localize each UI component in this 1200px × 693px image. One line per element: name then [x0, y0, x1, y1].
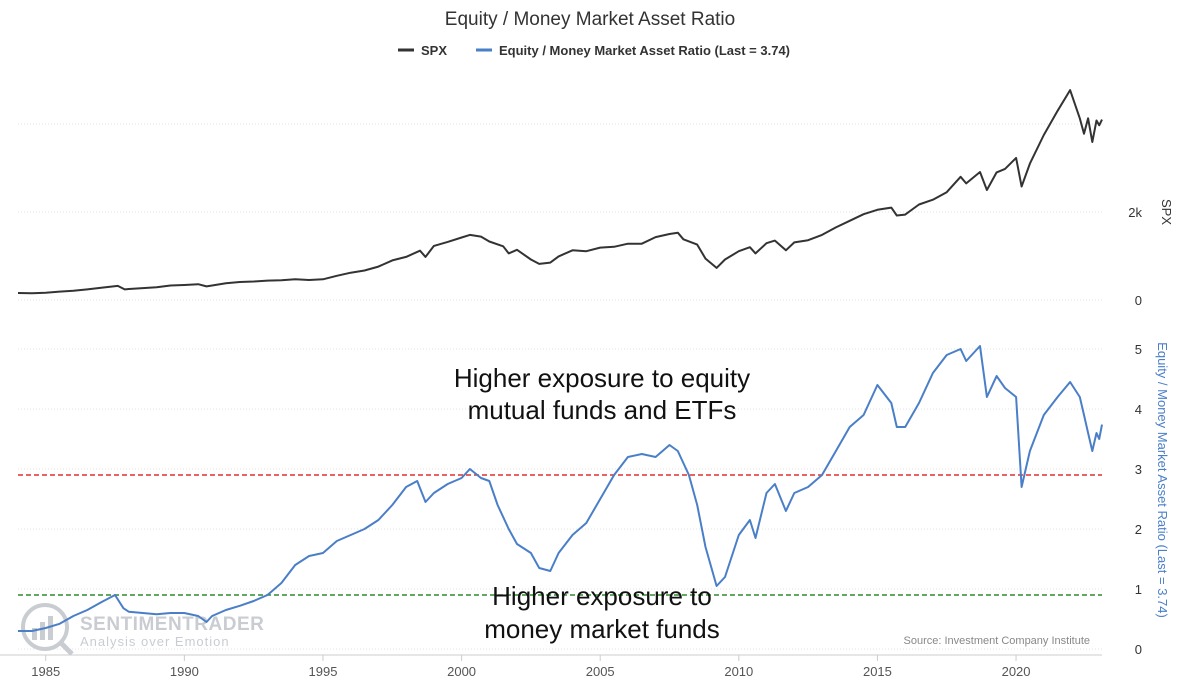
x-axis: 1985 1990 1995 2000 2005 2010 2015 2020 [0, 654, 1102, 679]
ratio-tick-label: 1 [1135, 582, 1142, 597]
spx-axis: 0 2k SPX [1128, 199, 1174, 308]
reference-lines [18, 474, 1102, 596]
source-note: Source: Investment Company Institute [904, 635, 1090, 647]
watermark-sub: Analysis over Emotion [80, 634, 230, 649]
chart-title: Equity / Money Market Asset Ratio [445, 9, 735, 30]
ratio-tick-label: 4 [1135, 402, 1142, 417]
x-tick-label: 2020 [1002, 664, 1031, 679]
ratio-tick-label: 0 [1135, 642, 1142, 657]
watermark-logo: SENTIMENTRADER Analysis over Emotion [21, 603, 264, 656]
series-line-spx [17, 89, 1103, 295]
legend-item-ratio[interactable]: Equity / Money Market Asset Ratio (Last … [476, 43, 790, 58]
annotation-equity-line2: mutual funds and ETFs [468, 395, 737, 425]
series-lines [17, 89, 1103, 632]
legend-label-spx: SPX [421, 43, 447, 58]
annotation-money-market: Higher exposure to money market funds [484, 581, 720, 644]
x-tick-label: 2015 [863, 664, 892, 679]
x-tick-label: 1985 [31, 664, 60, 679]
annotation-equity-line1: Higher exposure to equity [454, 363, 750, 393]
annotation-equity: Higher exposure to equity mutual funds a… [454, 363, 750, 425]
watermark-main: SENTIMENTRADER [80, 614, 264, 635]
x-tick-label: 2010 [724, 664, 753, 679]
ratio-tick-label: 2 [1135, 522, 1142, 537]
x-tick-label: 1995 [309, 664, 338, 679]
x-tick-label: 2005 [586, 664, 615, 679]
legend: SPX Equity / Money Market Asset Ratio (L… [398, 43, 790, 58]
ratio-axis-title: Equity / Money Market Asset Ratio (Last … [1155, 342, 1170, 618]
legend-label-ratio: Equity / Money Market Asset Ratio (Last … [499, 43, 790, 58]
x-tick-label: 2000 [447, 664, 476, 679]
legend-item-spx[interactable]: SPX [398, 43, 447, 58]
spx-tick-label: 2k [1128, 205, 1142, 220]
spx-axis-title: SPX [1159, 199, 1174, 225]
spx-tick-label: 0 [1135, 293, 1142, 308]
ratio-tick-label: 5 [1135, 342, 1142, 357]
series-line-ratio [18, 345, 1103, 632]
ratio-tick-label: 3 [1135, 462, 1142, 477]
ratio-axis: 0 1 2 3 4 5 Equity / Money Market Asset Ratio … [1135, 342, 1170, 657]
x-tick-label: 1990 [170, 664, 199, 679]
annotation-mm-line1: Higher exposure to [492, 581, 712, 611]
gridlines [18, 123, 1102, 650]
annotation-mm-line2: money market funds [484, 614, 720, 644]
